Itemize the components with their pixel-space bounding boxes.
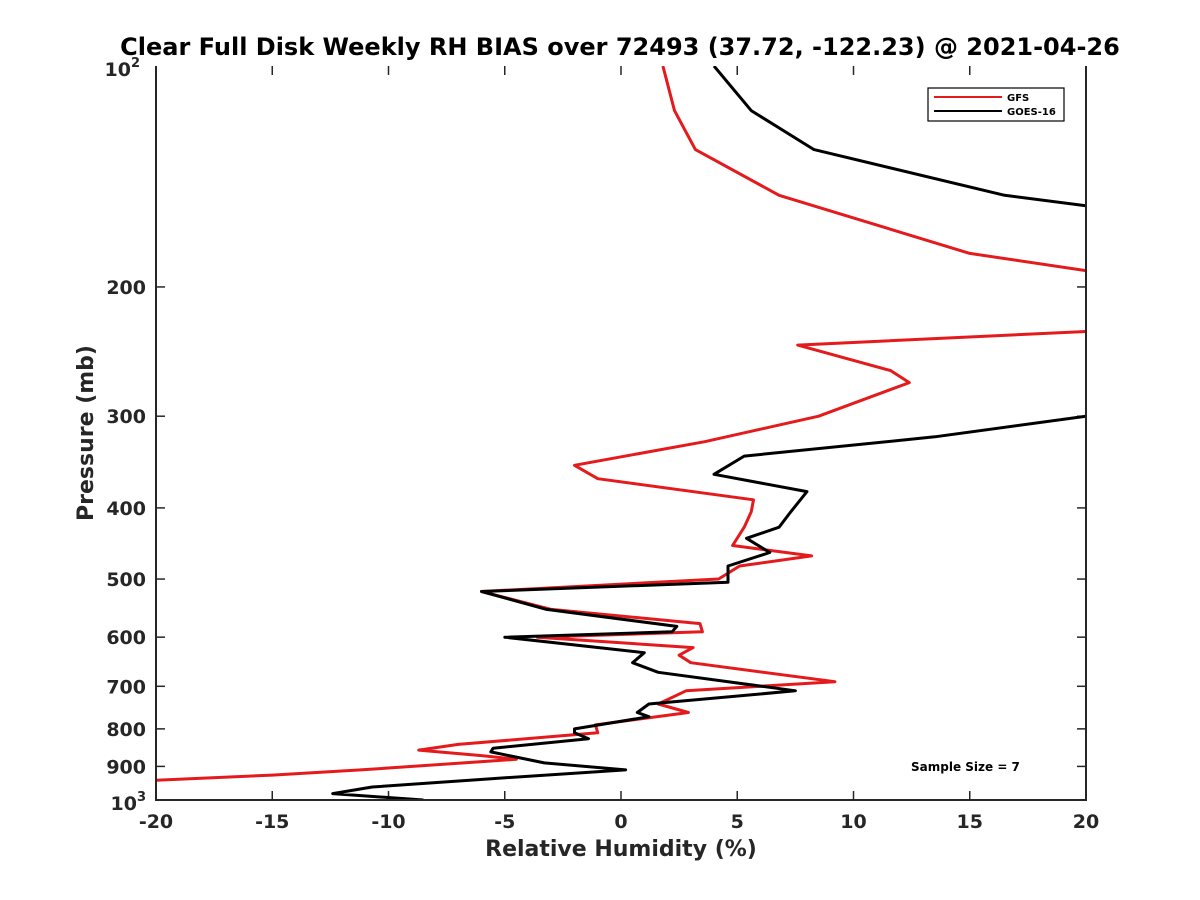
legend-box	[927, 87, 1065, 122]
x-tick-label: 5	[731, 811, 744, 833]
series-line-goes16	[331, 66, 1086, 800]
x-tick-label: 0	[614, 811, 627, 833]
y-tick-label: 900	[106, 756, 146, 778]
x-tick-label: 20	[1073, 811, 1099, 833]
y-tick-label: 500	[106, 569, 146, 591]
plot-axes	[155, 66, 1087, 801]
y-tick-label: 700	[106, 676, 146, 698]
x-tick-label: 10	[840, 811, 866, 833]
y-tick-label: 200	[106, 277, 146, 299]
sample-size-annotation: Sample Size = 7	[911, 760, 1020, 774]
y-bottom-limit-label: 103	[111, 790, 147, 815]
y-tick-label: 300	[106, 406, 146, 428]
y-axis-label: Pressure (mb)	[74, 345, 99, 521]
x-tick-label: -10	[371, 811, 405, 833]
plot-area	[156, 66, 1086, 800]
x-tick-label: -15	[255, 811, 289, 833]
series-line-gfs	[156, 66, 1086, 782]
legend-label-goes16: GOES-16	[1007, 107, 1056, 118]
y-top-limit-label: 102	[105, 56, 141, 81]
x-tick-label: -5	[494, 811, 515, 833]
x-tick-label: -20	[139, 811, 173, 833]
legend-label-gfs: GFS	[1007, 93, 1029, 104]
x-axis-label: Relative Humidity (%)	[485, 837, 757, 862]
x-tick-label: 15	[957, 811, 983, 833]
y-tick-label: 400	[106, 498, 146, 520]
y-tick-label: 800	[106, 719, 146, 741]
y-tick-label: 600	[106, 627, 146, 649]
chart-title: Clear Full Disk Weekly RH BIAS over 7249…	[120, 33, 1120, 61]
legend: GFS GOES-16	[927, 87, 1065, 122]
